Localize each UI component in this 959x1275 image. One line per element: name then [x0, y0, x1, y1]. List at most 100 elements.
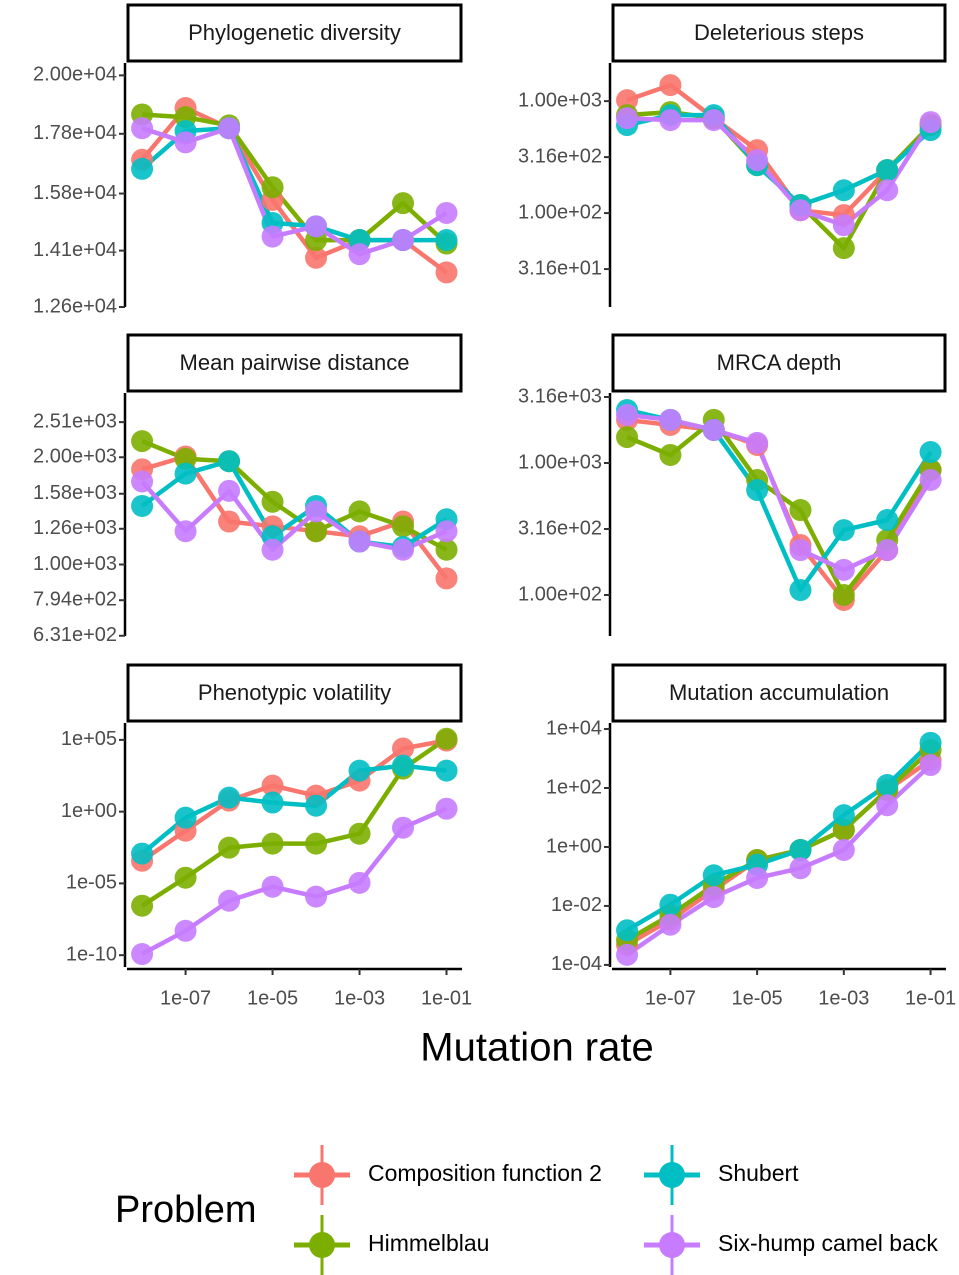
- data-point: [789, 579, 812, 602]
- data-point: [174, 462, 197, 485]
- data-point: [348, 822, 371, 845]
- data-point: [348, 530, 371, 553]
- facet-strip: [126, 3, 463, 63]
- data-point: [435, 759, 458, 782]
- x-tick-label: 1e-07: [160, 987, 211, 1009]
- data-point: [746, 866, 769, 889]
- data-point: [659, 74, 682, 97]
- y-tick-label: 2.51e+03: [33, 410, 117, 432]
- facet-title: Mean pairwise distance: [180, 350, 410, 375]
- data-point: [616, 919, 639, 942]
- plot-area: [131, 96, 458, 284]
- data-point: [616, 107, 639, 130]
- data-point: [305, 885, 328, 908]
- data-point: [435, 520, 458, 543]
- y-tick-label: 1e-02: [551, 894, 602, 916]
- y-tick-label: 1e+04: [546, 717, 602, 739]
- y-tick-label: 1e+02: [546, 776, 602, 798]
- facet-strip: [611, 333, 947, 393]
- y-tick-label: 1.00e+03: [518, 451, 602, 473]
- data-point: [702, 109, 725, 132]
- y-tick-label: 6.31e+02: [33, 624, 117, 646]
- data-point: [435, 201, 458, 224]
- y-tick-label: 3.16e+03: [518, 385, 602, 407]
- y-tick-label: 1e-10: [66, 943, 117, 965]
- facet-strip: [611, 663, 947, 723]
- y-tick-label: 2.00e+04: [33, 64, 117, 86]
- data-point: [832, 214, 855, 237]
- data-point: [392, 538, 415, 561]
- data-point: [832, 583, 855, 606]
- y-tick-label: 1.00e+02: [518, 583, 602, 605]
- x-tick-label: 1e-07: [645, 987, 696, 1009]
- data-point: [789, 199, 812, 222]
- y-tick-label: 1.58e+03: [33, 482, 117, 504]
- data-point: [919, 731, 942, 754]
- x-tick-label: 1e-05: [247, 987, 298, 1009]
- data-point: [832, 558, 855, 581]
- y-tick-label: 1e+05: [61, 728, 117, 750]
- data-point: [305, 215, 328, 238]
- data-point: [876, 794, 899, 817]
- data-point: [348, 871, 371, 894]
- data-point: [218, 889, 241, 912]
- data-point: [435, 538, 458, 561]
- data-point: [659, 443, 682, 466]
- data-point: [392, 515, 415, 538]
- data-point: [832, 804, 855, 827]
- data-point: [218, 479, 241, 502]
- data-point: [305, 520, 328, 543]
- data-point: [261, 875, 284, 898]
- data-point: [659, 109, 682, 132]
- data-point: [392, 192, 415, 215]
- y-tick-label: 1e+00: [546, 835, 602, 857]
- data-point: [616, 426, 639, 449]
- data-point: [832, 237, 855, 260]
- data-point: [435, 229, 458, 252]
- data-point: [919, 469, 942, 492]
- data-point: [919, 111, 942, 134]
- data-point: [435, 727, 458, 750]
- data-point: [435, 797, 458, 820]
- data-point: [261, 774, 284, 797]
- y-tick-label: 3.16e+02: [518, 145, 602, 167]
- data-point: [392, 737, 415, 760]
- data-point: [174, 919, 197, 942]
- facet-title: Mutation accumulation: [669, 680, 889, 705]
- data-point: [261, 832, 284, 855]
- data-point: [392, 229, 415, 252]
- data-point: [832, 519, 855, 542]
- data-point: [435, 567, 458, 590]
- y-tick-label: 2.00e+03: [33, 446, 117, 468]
- y-tick-label: 1.00e+03: [518, 89, 602, 111]
- data-point: [702, 886, 725, 909]
- x-axis-title: Mutation rate: [420, 1026, 653, 1070]
- legend-label: Himmelblau: [368, 1230, 489, 1256]
- data-point: [876, 159, 899, 182]
- plot-area: [131, 430, 458, 590]
- data-point: [789, 857, 812, 880]
- data-point: [131, 842, 154, 865]
- data-point: [789, 499, 812, 522]
- facet-strip: [126, 663, 463, 723]
- y-tick-label: 1.26e+04: [33, 295, 117, 317]
- data-point: [702, 418, 725, 441]
- data-point: [616, 403, 639, 426]
- facet-strip: [126, 333, 463, 393]
- data-point: [305, 794, 328, 817]
- legend-label: Six-hump camel back: [718, 1230, 938, 1256]
- plot-area: [131, 727, 458, 966]
- data-point: [659, 893, 682, 916]
- data-point: [876, 539, 899, 562]
- data-point: [131, 470, 154, 493]
- data-point: [305, 832, 328, 855]
- data-point: [261, 176, 284, 199]
- data-point: [174, 806, 197, 829]
- plot-area: [616, 731, 942, 966]
- legend-label: Composition function 2: [368, 1160, 602, 1186]
- data-point: [876, 774, 899, 797]
- facet-title: MRCA depth: [717, 350, 842, 375]
- x-tick-label: 1e-01: [905, 987, 956, 1009]
- y-tick-label: 1.26e+03: [33, 517, 117, 539]
- legend-title: Problem: [115, 1189, 257, 1231]
